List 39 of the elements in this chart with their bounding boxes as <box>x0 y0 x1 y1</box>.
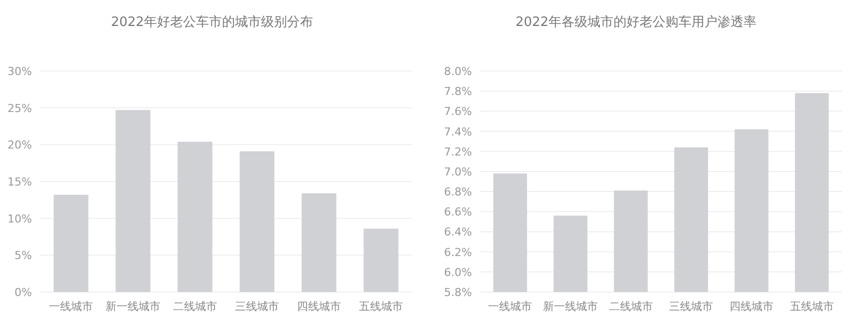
bar <box>302 193 336 292</box>
bar <box>240 151 274 292</box>
x-tick-label: 五线城市 <box>359 300 403 313</box>
x-tick-label: 一线城市 <box>49 300 93 313</box>
y-tick-label: 6.8% <box>444 186 472 199</box>
y-tick-label: 15% <box>8 176 32 188</box>
y-tick-label: 7.0% <box>444 165 472 178</box>
bar <box>116 110 150 292</box>
x-tick-label: 四线城市 <box>730 300 774 313</box>
y-tick-label: 5.8% <box>444 286 472 299</box>
y-tick-label: 5% <box>14 249 32 262</box>
x-tick-label: 新一线城市 <box>106 300 160 313</box>
y-tick-label: 7.8% <box>444 85 472 98</box>
y-tick-label: 0% <box>14 286 32 299</box>
y-tick-label: 30% <box>8 65 32 78</box>
y-tick-label: 25% <box>8 102 32 115</box>
y-tick-label: 6.4% <box>444 226 472 239</box>
y-tick-label: 6.2% <box>444 246 472 259</box>
bar <box>364 228 398 292</box>
bar <box>54 194 88 292</box>
y-tick-label: 7.4% <box>444 125 472 138</box>
y-tick-label: 8.0% <box>444 65 472 78</box>
x-tick-label: 二线城市 <box>608 300 653 313</box>
chart-title: 2022年好老公车市的城市级别分布 <box>110 15 314 30</box>
y-tick-label: 20% <box>8 138 32 152</box>
x-tick-label: 一线城市 <box>488 300 532 313</box>
chart-title: 2022年各级城市的好老公购车用户渗透率 <box>515 14 757 30</box>
x-tick-label: 三线城市 <box>235 300 279 313</box>
x-tick-label: 新一线城市 <box>543 300 598 313</box>
x-tick-label: 四线城市 <box>297 300 341 313</box>
x-tick-label: 二线城市 <box>173 300 217 313</box>
y-tick-label: 7.6% <box>444 105 472 118</box>
y-tick-label: 6.6% <box>444 206 472 219</box>
y-tick-label: 7.2% <box>444 145 472 158</box>
x-tick-label: 五线城市 <box>790 300 834 313</box>
bar <box>178 142 212 292</box>
y-tick-label: 10% <box>8 212 32 226</box>
y-tick-label: 6.0% <box>444 266 472 279</box>
x-tick-label: 三线城市 <box>669 300 714 313</box>
